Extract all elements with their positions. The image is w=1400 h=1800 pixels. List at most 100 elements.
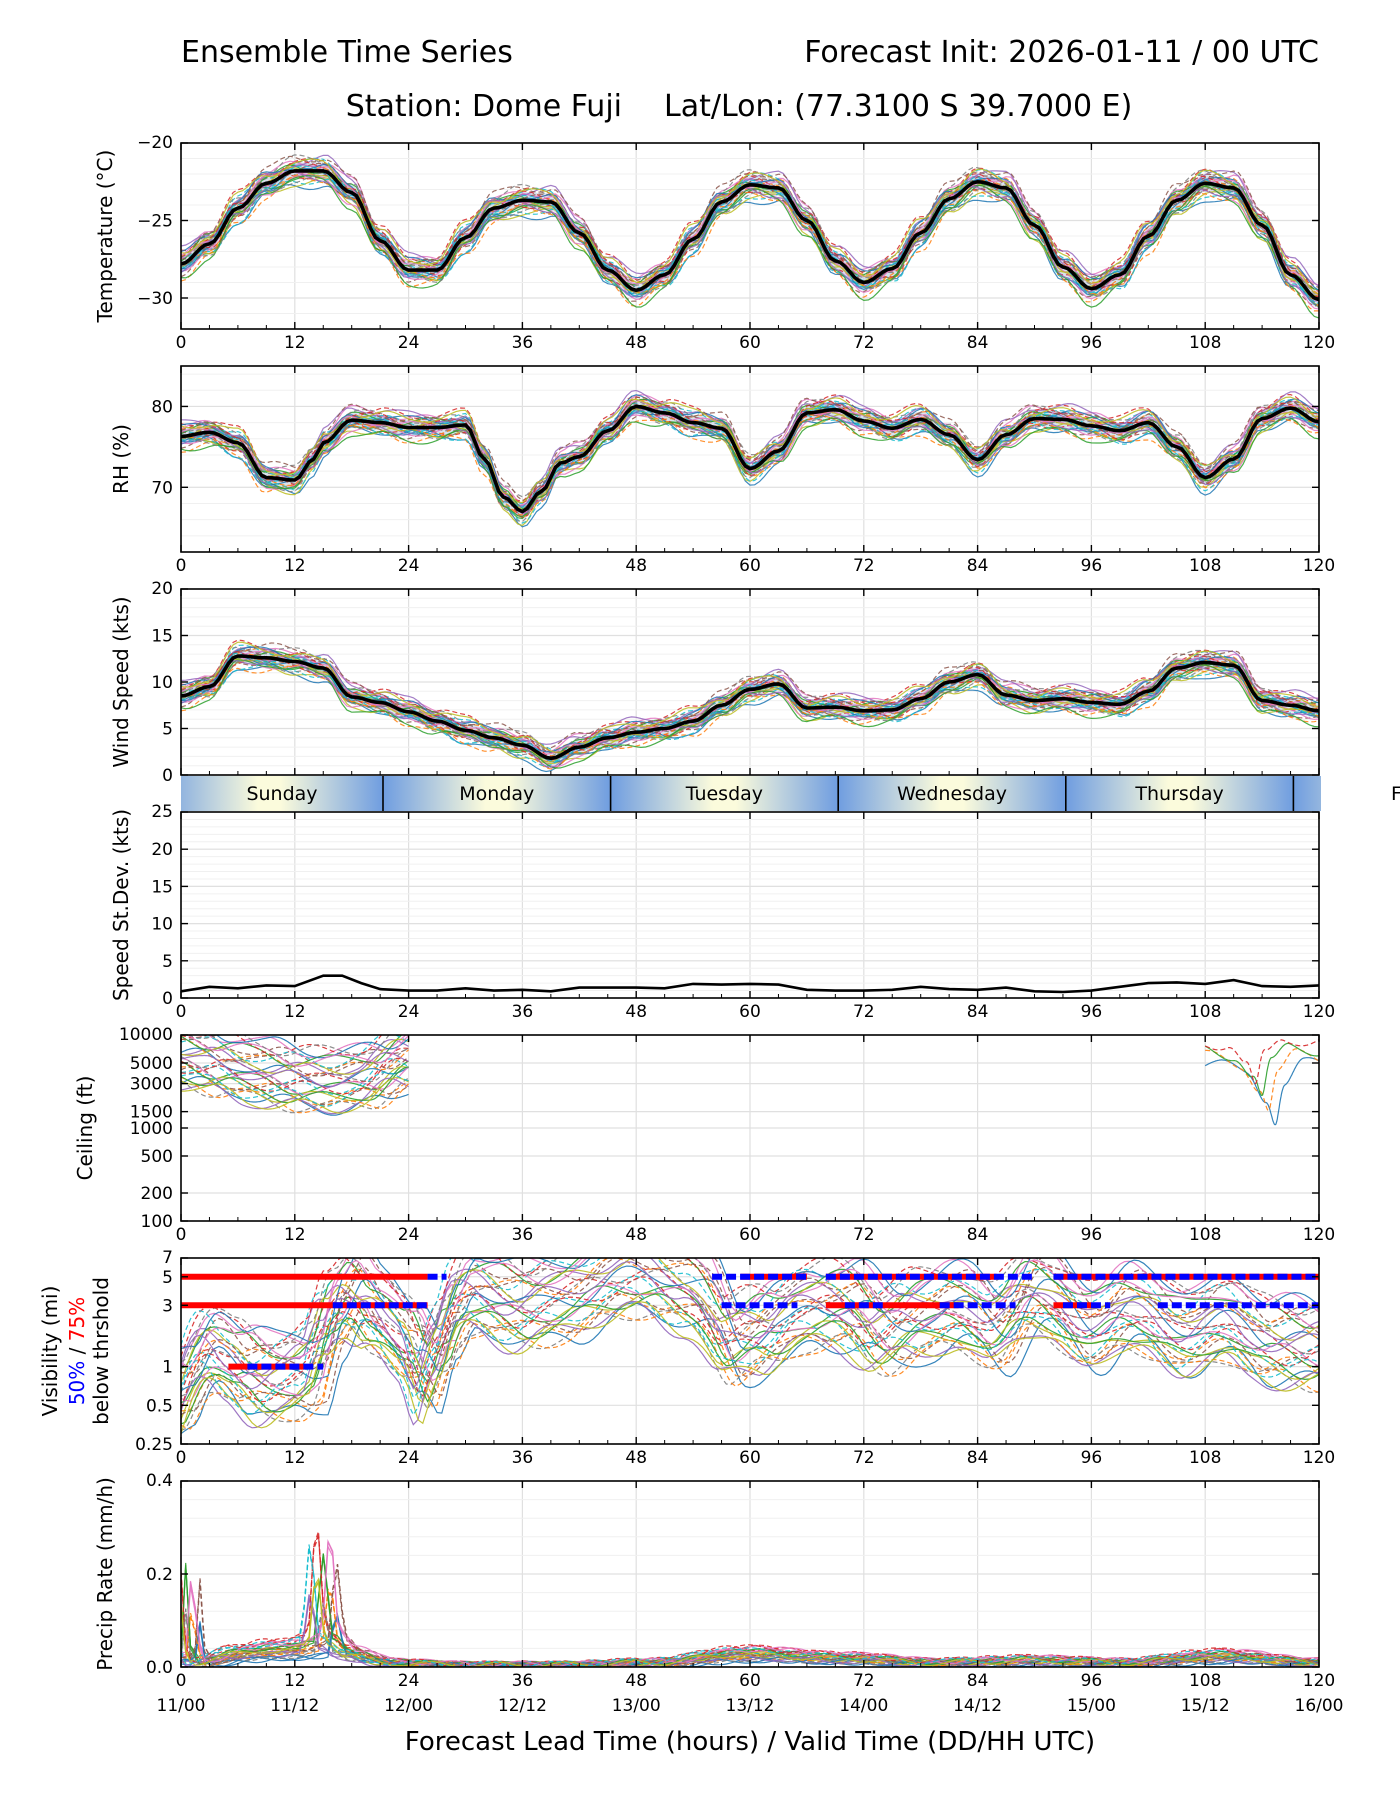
ensemble-member-line xyxy=(181,644,1320,751)
y-tick-label: 3 xyxy=(162,1296,173,1316)
ensemble-member-line xyxy=(181,1292,1320,1420)
x-tick-label: 108 xyxy=(1189,1225,1221,1245)
x-tick-label: 0 xyxy=(176,1671,187,1691)
x-tick-label: 108 xyxy=(1189,1448,1221,1468)
ensemble-mean-line xyxy=(181,404,1320,514)
ensemble-member-line xyxy=(181,1058,409,1095)
x-tick-label: 12 xyxy=(284,1671,306,1691)
x-tick-label: 72 xyxy=(853,333,875,353)
x-tick-label: 84 xyxy=(967,1671,989,1691)
y-tick-label: 10000 xyxy=(119,1025,173,1045)
ensemble-member-line xyxy=(181,406,1320,519)
day-label-overflow: F xyxy=(1391,783,1400,805)
ensemble-member-line xyxy=(181,1547,1320,1667)
ceiling-panel: 0 12 24 36 48 60 72 84 96 108 120 100 200 500 10001500… xyxy=(73,1025,1335,1245)
x-tick-labels: 0 12 24 36 48 60 72 84 96 108 120 xyxy=(176,1035,1335,1245)
valid-time-label: 14/00 xyxy=(839,1696,888,1716)
ensemble-member-line xyxy=(186,1035,409,1067)
subtitle-station: Station: Dome Fuji xyxy=(346,89,622,124)
visibility-panel: 0 12 24 36 48 60 72 84 96 108 120 0.25 0.5 1 3 57 Visibi… xyxy=(38,1248,1335,1468)
y-tick-label: 1 xyxy=(162,1358,173,1378)
ensemble-member-line xyxy=(181,1301,1320,1434)
valid-time-label: 11/12 xyxy=(270,1696,319,1716)
ensemble-member-line xyxy=(181,650,1320,754)
ensemble-member-line xyxy=(181,1311,1320,1430)
x-tick-label: 120 xyxy=(1303,1225,1335,1245)
x-tick-label: 48 xyxy=(625,333,647,353)
day-label: Monday xyxy=(459,783,534,805)
ensemble-member-line xyxy=(181,1286,1320,1416)
day-of-week-bar: Sunday Monday Tuesday Wednesday Thursday F xyxy=(181,776,1400,811)
y-tick-labels: −30 −25 −20 xyxy=(137,133,1319,309)
label-separator: / xyxy=(65,1341,89,1360)
ensemble-member-line xyxy=(181,1077,409,1114)
ensemble-member-line xyxy=(181,178,1320,305)
y-tick-label: 0.2 xyxy=(146,1565,173,1585)
x-axis-label: Forecast Lead Time (hours) / Valid Time … xyxy=(405,1727,1095,1757)
ensemble-mean-line xyxy=(181,654,1320,761)
ensemble-member-line xyxy=(181,1057,409,1095)
ensemble-member-line xyxy=(181,665,1320,773)
x-tick-label: 24 xyxy=(398,556,420,576)
x-tick-label: 108 xyxy=(1189,333,1221,353)
x-tick-labels: 0 12 24 36 48 60 72 84 96 108 120 xyxy=(176,143,1335,353)
x-tick-label: 84 xyxy=(967,1002,989,1022)
ensemble-member-line xyxy=(181,154,1320,288)
ensemble-member-line xyxy=(181,1268,1320,1397)
x-tick-label: 60 xyxy=(739,1671,761,1691)
relative-humidity-panel: 0 12 24 36 48 60 72 84 96 108 120 70 80 RH (%) xyxy=(109,365,1335,576)
ensemble-member-line xyxy=(181,1035,383,1056)
y-tick-label: 5 xyxy=(162,1268,173,1288)
x-tick-label: 36 xyxy=(512,1002,534,1022)
ensemble-member-line xyxy=(181,396,1320,504)
x-tick-label: 60 xyxy=(739,1448,761,1468)
x-tick-label: 48 xyxy=(625,556,647,576)
x-tick-label: 84 xyxy=(967,1448,989,1468)
ensemble-member-line xyxy=(181,407,1320,523)
ensemble-member-line xyxy=(181,651,1320,758)
ensemble-member-line xyxy=(181,1293,1320,1412)
y-tick-label: 0 xyxy=(162,989,173,1009)
y-tick-label: 1500 xyxy=(130,1103,173,1123)
y-tick-label: −25 xyxy=(137,212,173,232)
y-tick-label: −30 xyxy=(137,289,173,309)
y-tick-label: 70 xyxy=(151,478,173,498)
ensemble-member-line xyxy=(181,405,1320,508)
y-axis-label: Wind Speed (kts) xyxy=(109,596,133,767)
ensemble-member-line xyxy=(181,1285,1320,1404)
x-tick-label: 36 xyxy=(512,1671,534,1691)
ensemble-member-line xyxy=(181,158,1320,296)
y-tick-labels: 0.25 0.5 1 3 57 xyxy=(135,1248,1319,1455)
ensemble-member-line xyxy=(181,1276,1320,1409)
x-tick-label: 96 xyxy=(1081,1448,1103,1468)
x-tick-label: 84 xyxy=(967,1225,989,1245)
ensemble-member-line xyxy=(181,1293,1320,1425)
y-tick-label: 0 xyxy=(162,766,173,786)
x-tick-label: 48 xyxy=(625,1225,647,1245)
day-segment xyxy=(1065,776,1294,811)
ensemble-member-line xyxy=(181,1556,1320,1667)
plot-area xyxy=(181,1035,1320,1126)
x-tick-label: 120 xyxy=(1303,556,1335,576)
x-tick-label: 12 xyxy=(284,1225,306,1245)
ensemble-member-line xyxy=(1204,1039,1320,1085)
plot-area xyxy=(181,639,1320,773)
plot-area xyxy=(181,1531,1320,1667)
ensemble-member-line xyxy=(181,1066,409,1103)
ensemble-member-line xyxy=(1204,1057,1320,1126)
y-tick-label: 0.0 xyxy=(146,1658,173,1678)
y-axis-label-line3: below thrshold xyxy=(89,1277,113,1425)
p75-label: 75% xyxy=(65,1297,89,1341)
y-tick-label: 0.25 xyxy=(135,1435,173,1455)
x-tick-label: 24 xyxy=(398,1448,420,1468)
y-axis-label: Precip Rate (mm/h) xyxy=(93,1477,117,1671)
y-tick-label: 100 xyxy=(141,1212,173,1232)
x-tick-labels: 0 12 24 36 48 60 72 84 96 108 120 11/00 11/12 12/00 12… xyxy=(157,1481,1344,1716)
x-tick-label: 12 xyxy=(284,1002,306,1022)
day-label: Tuesday xyxy=(685,783,763,805)
y-tick-label: 20 xyxy=(151,840,173,860)
x-tick-label: 12 xyxy=(284,556,306,576)
x-tick-label: 108 xyxy=(1189,1002,1221,1022)
stdev-line xyxy=(181,974,1320,994)
x-tick-label: 0 xyxy=(176,1002,187,1022)
